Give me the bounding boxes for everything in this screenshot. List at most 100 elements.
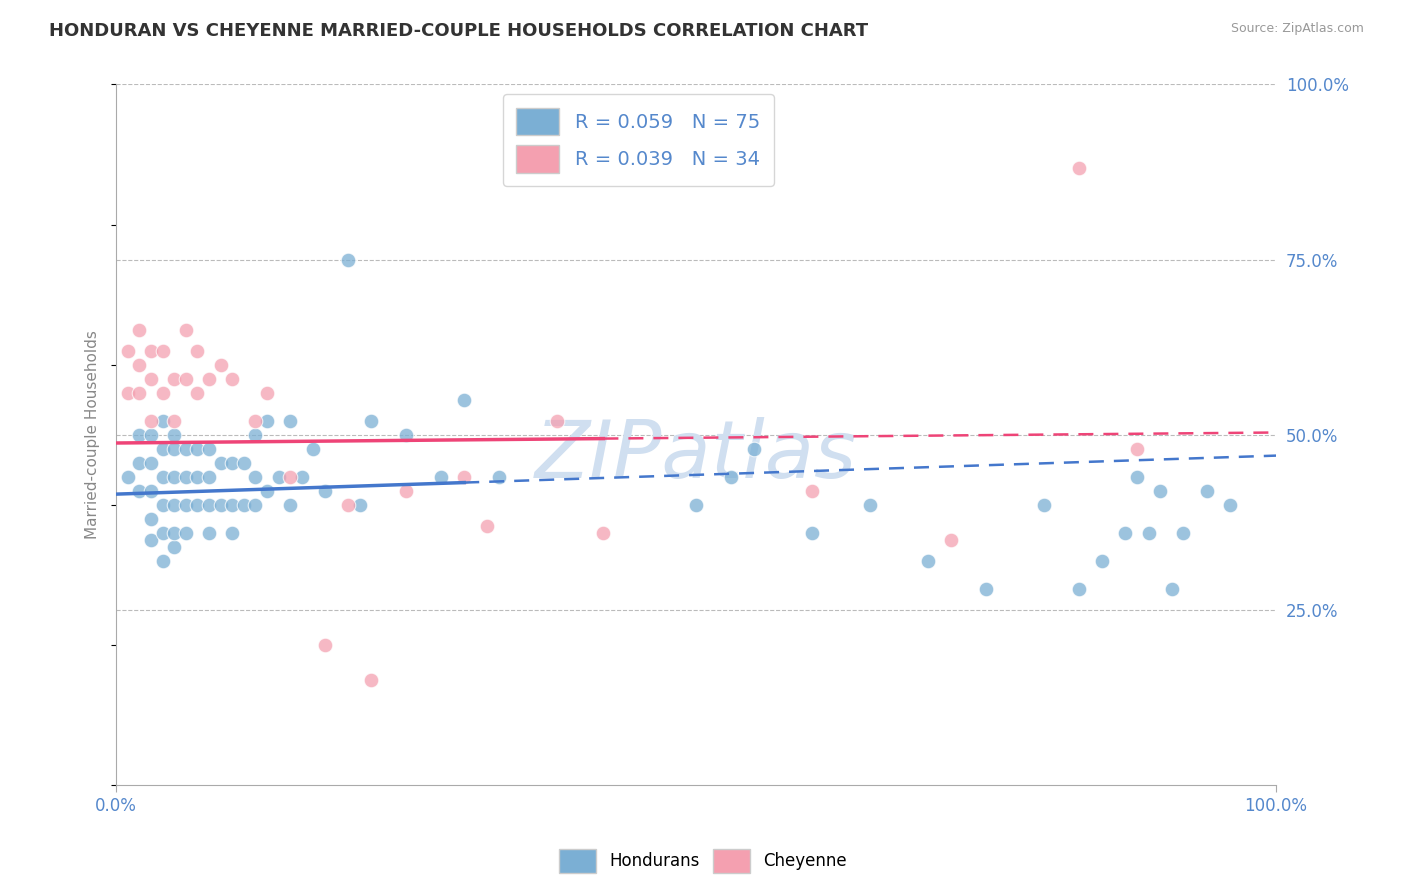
Point xyxy=(245,469,267,483)
Point xyxy=(278,469,301,483)
Point xyxy=(256,483,278,498)
Point xyxy=(152,442,174,456)
Point xyxy=(139,427,162,442)
Point xyxy=(163,540,186,554)
Point xyxy=(1195,483,1218,498)
Point xyxy=(152,554,174,568)
Point xyxy=(163,442,186,456)
Point xyxy=(128,358,150,372)
Point xyxy=(174,442,197,456)
Point xyxy=(453,469,475,483)
Point xyxy=(186,385,208,400)
Point xyxy=(941,533,963,547)
Legend: Hondurans, Cheyenne: Hondurans, Cheyenne xyxy=(553,842,853,880)
Point xyxy=(1114,525,1136,540)
Point xyxy=(128,456,150,470)
Point xyxy=(302,442,325,456)
Point xyxy=(488,469,510,483)
Point xyxy=(337,252,360,267)
Point xyxy=(337,498,360,512)
Point xyxy=(221,456,243,470)
Point xyxy=(395,483,418,498)
Text: Source: ZipAtlas.com: Source: ZipAtlas.com xyxy=(1230,22,1364,36)
Point xyxy=(256,385,278,400)
Point xyxy=(163,371,186,385)
Point xyxy=(221,498,243,512)
Point xyxy=(152,525,174,540)
Point xyxy=(801,525,824,540)
Point xyxy=(198,469,221,483)
Point xyxy=(1091,554,1114,568)
Point xyxy=(139,456,162,470)
Point xyxy=(186,498,208,512)
Point xyxy=(163,525,186,540)
Point xyxy=(245,427,267,442)
Point xyxy=(1160,582,1182,596)
Point xyxy=(163,414,186,428)
Point xyxy=(267,469,290,483)
Point xyxy=(232,498,254,512)
Point xyxy=(546,414,568,428)
Point xyxy=(685,498,707,512)
Point xyxy=(152,469,174,483)
Point xyxy=(278,498,301,512)
Point xyxy=(314,638,336,652)
Point xyxy=(1067,161,1090,176)
Point xyxy=(198,371,221,385)
Point xyxy=(1126,469,1149,483)
Point xyxy=(209,456,232,470)
Point xyxy=(720,469,742,483)
Point xyxy=(360,673,382,687)
Point xyxy=(163,469,186,483)
Point xyxy=(1173,525,1195,540)
Point xyxy=(209,358,232,372)
Point xyxy=(221,525,243,540)
Text: HONDURAN VS CHEYENNE MARRIED-COUPLE HOUSEHOLDS CORRELATION CHART: HONDURAN VS CHEYENNE MARRIED-COUPLE HOUS… xyxy=(49,22,869,40)
Point xyxy=(152,498,174,512)
Point xyxy=(291,469,314,483)
Point xyxy=(1126,442,1149,456)
Point xyxy=(1067,582,1090,596)
Point xyxy=(186,469,208,483)
Point xyxy=(117,385,139,400)
Point xyxy=(152,414,174,428)
Point xyxy=(221,371,243,385)
Point xyxy=(174,322,197,336)
Point xyxy=(163,498,186,512)
Point xyxy=(1033,498,1056,512)
Point xyxy=(128,427,150,442)
Point xyxy=(349,498,371,512)
Point xyxy=(128,483,150,498)
Point xyxy=(117,469,139,483)
Point xyxy=(139,343,162,358)
Point xyxy=(117,343,139,358)
Point xyxy=(1149,483,1171,498)
Point xyxy=(1137,525,1160,540)
Point xyxy=(139,414,162,428)
Point xyxy=(360,414,382,428)
Point xyxy=(245,414,267,428)
Point xyxy=(186,343,208,358)
Point xyxy=(859,498,882,512)
Point xyxy=(974,582,997,596)
Legend: R = 0.059   N = 75, R = 0.039   N = 34: R = 0.059 N = 75, R = 0.039 N = 34 xyxy=(503,95,773,186)
Point xyxy=(174,525,197,540)
Point xyxy=(917,554,939,568)
Point xyxy=(128,385,150,400)
Point xyxy=(163,427,186,442)
Point xyxy=(278,414,301,428)
Point xyxy=(139,483,162,498)
Point xyxy=(209,498,232,512)
Point xyxy=(128,322,150,336)
Point xyxy=(314,483,336,498)
Y-axis label: Married-couple Households: Married-couple Households xyxy=(86,330,100,539)
Point xyxy=(232,456,254,470)
Point xyxy=(198,442,221,456)
Point xyxy=(198,525,221,540)
Point xyxy=(742,442,765,456)
Text: ZIPatlas: ZIPatlas xyxy=(536,417,858,494)
Point xyxy=(256,414,278,428)
Point xyxy=(139,533,162,547)
Point xyxy=(453,392,475,407)
Point xyxy=(186,442,208,456)
